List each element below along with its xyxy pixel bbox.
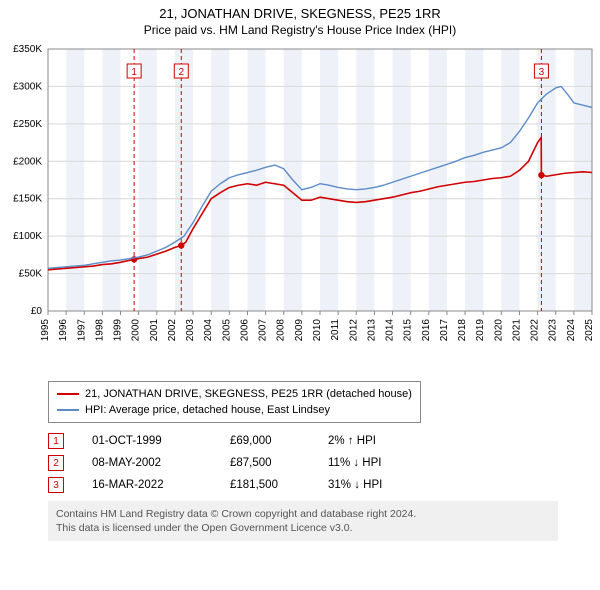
svg-text:2020: 2020: [493, 319, 504, 342]
legend-swatch: [57, 409, 79, 411]
footer-line2: This data is licensed under the Open Gov…: [56, 521, 550, 535]
svg-text:2011: 2011: [330, 319, 341, 341]
svg-text:2007: 2007: [258, 319, 269, 342]
legend-swatch: [57, 393, 79, 395]
svg-text:2008: 2008: [276, 319, 287, 342]
svg-text:2019: 2019: [475, 319, 486, 342]
svg-text:£350K: £350K: [13, 44, 42, 55]
svg-text:2006: 2006: [239, 319, 250, 342]
svg-text:1997: 1997: [76, 319, 87, 342]
chart-svg: £0 £50K £100K £150K £200K £250K £300K £350K 1995…: [0, 43, 600, 373]
svg-text:£200K: £200K: [13, 156, 42, 167]
svg-text:2005: 2005: [221, 319, 232, 342]
svg-text:2001: 2001: [149, 319, 160, 342]
legend-item: 21, JONATHAN DRIVE, SKEGNESS, PE25 1RR (…: [57, 386, 412, 402]
svg-text:2002: 2002: [167, 319, 178, 342]
svg-text:2022: 2022: [530, 319, 541, 342]
transaction-row: 1 01-OCT-1999 £69,000 2% ↑ HPI: [48, 433, 600, 449]
svg-text:2021: 2021: [511, 319, 522, 342]
svg-text:2023: 2023: [548, 319, 559, 342]
svg-text:2004: 2004: [203, 319, 214, 342]
svg-text:2010: 2010: [312, 319, 323, 342]
svg-text:1996: 1996: [58, 319, 69, 342]
svg-text:2003: 2003: [185, 319, 196, 342]
transaction-marker: 1: [48, 433, 64, 449]
svg-text:2000: 2000: [131, 319, 142, 342]
transaction-diff: 2% ↑ HPI: [328, 435, 418, 447]
svg-text:£150K: £150K: [13, 194, 42, 205]
transaction-marker: 3: [48, 477, 64, 493]
svg-text:2024: 2024: [566, 319, 577, 342]
svg-text:2016: 2016: [421, 319, 432, 342]
legend: 21, JONATHAN DRIVE, SKEGNESS, PE25 1RR (…: [48, 381, 421, 423]
transaction-date: 01-OCT-1999: [92, 435, 202, 447]
svg-text:1998: 1998: [94, 319, 105, 342]
legend-label: HPI: Average price, detached house, East…: [85, 402, 330, 418]
transaction-row: 2 08-MAY-2002 £87,500 11% ↓ HPI: [48, 455, 600, 471]
transaction-diff: 11% ↓ HPI: [328, 457, 418, 469]
container: 21, JONATHAN DRIVE, SKEGNESS, PE25 1RR P…: [0, 6, 600, 541]
svg-text:2014: 2014: [385, 319, 396, 342]
svg-text:1995: 1995: [40, 319, 51, 342]
transaction-price: £69,000: [230, 435, 300, 447]
svg-text:2015: 2015: [403, 319, 414, 342]
svg-text:2009: 2009: [294, 319, 305, 342]
legend-item: HPI: Average price, detached house, East…: [57, 402, 412, 418]
svg-text:£300K: £300K: [13, 81, 42, 92]
svg-text:2012: 2012: [348, 319, 359, 342]
svg-text:£0: £0: [31, 306, 43, 317]
svg-text:3: 3: [539, 67, 545, 78]
svg-text:2018: 2018: [457, 319, 468, 342]
svg-text:1: 1: [131, 67, 137, 78]
svg-text:2017: 2017: [439, 319, 450, 342]
transaction-date: 16-MAR-2022: [92, 479, 202, 491]
svg-text:2025: 2025: [584, 319, 595, 342]
footer-attribution: Contains HM Land Registry data © Crown c…: [48, 501, 558, 541]
transaction-row: 3 16-MAR-2022 £181,500 31% ↓ HPI: [48, 477, 600, 493]
legend-label: 21, JONATHAN DRIVE, SKEGNESS, PE25 1RR (…: [85, 386, 412, 402]
chart-title: 21, JONATHAN DRIVE, SKEGNESS, PE25 1RR: [0, 6, 600, 21]
transaction-marker: 2: [48, 455, 64, 471]
svg-text:£50K: £50K: [19, 269, 43, 280]
svg-text:£250K: £250K: [13, 119, 42, 130]
transaction-date: 08-MAY-2002: [92, 457, 202, 469]
footer-line1: Contains HM Land Registry data © Crown c…: [56, 507, 550, 521]
transactions-table: 1 01-OCT-1999 £69,000 2% ↑ HPI 2 08-MAY-2002 £…: [48, 433, 600, 493]
svg-text:2013: 2013: [366, 319, 377, 342]
transaction-price: £181,500: [230, 479, 300, 491]
svg-text:1999: 1999: [113, 319, 124, 342]
svg-text:£100K: £100K: [13, 231, 42, 242]
transaction-diff: 31% ↓ HPI: [328, 479, 418, 491]
chart-subtitle: Price paid vs. HM Land Registry's House …: [0, 23, 600, 37]
transaction-price: £87,500: [230, 457, 300, 469]
chart: £0 £50K £100K £150K £200K £250K £300K £350K 1995…: [0, 43, 600, 373]
svg-text:2: 2: [178, 67, 184, 78]
